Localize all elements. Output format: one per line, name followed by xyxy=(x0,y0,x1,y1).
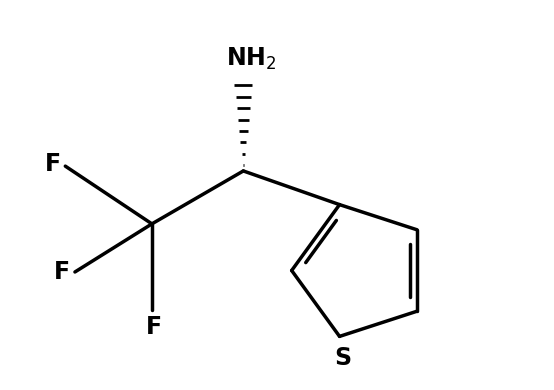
Text: S: S xyxy=(334,346,351,370)
Text: F: F xyxy=(146,315,162,339)
Text: F: F xyxy=(44,152,60,176)
Text: F: F xyxy=(54,260,70,284)
Text: NH$_2$: NH$_2$ xyxy=(226,46,276,72)
